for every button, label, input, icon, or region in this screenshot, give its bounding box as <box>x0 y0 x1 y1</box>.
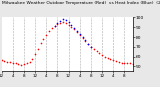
Text: Milwaukee Weather Outdoor Temperature (Red)  vs Heat Index (Blue)  (24 Hours): Milwaukee Weather Outdoor Temperature (R… <box>2 1 160 5</box>
